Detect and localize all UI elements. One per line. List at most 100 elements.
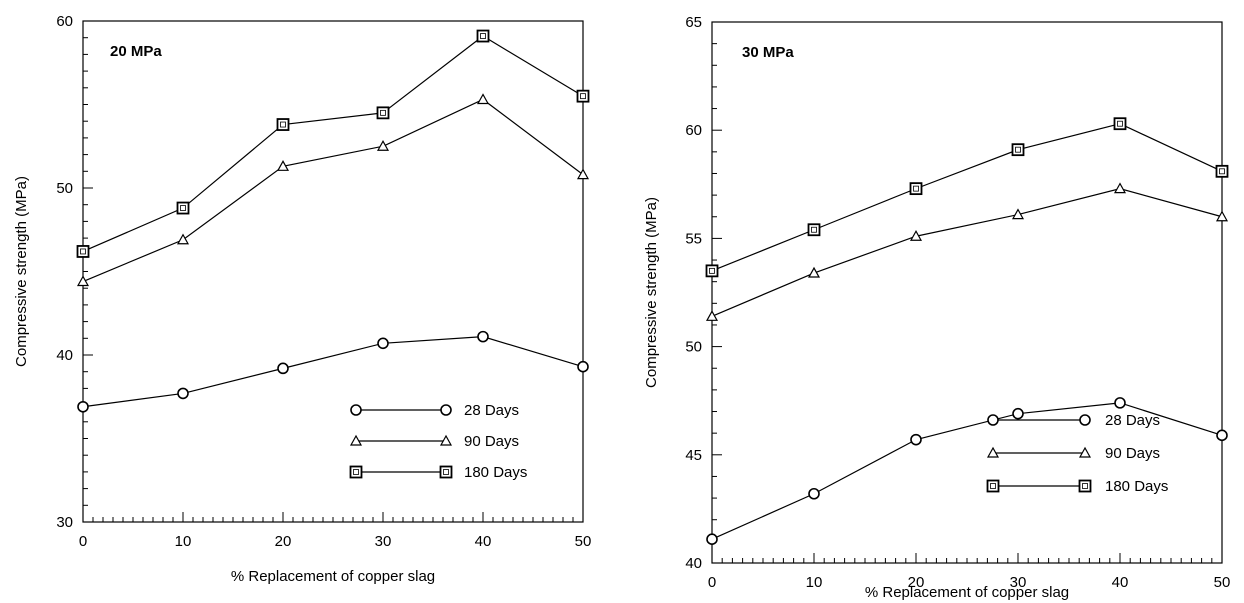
data-point-inner [580,93,586,100]
legend-entry: 28 Days [350,402,519,419]
data-point [76,245,90,258]
data-point [476,93,490,105]
data-point [477,330,489,343]
data-point [77,400,89,413]
data-point [276,160,290,171]
data-point [276,118,290,131]
data-point-inner [380,109,386,116]
data-point [176,233,190,245]
x-axis-title: % Replacement of copper slag [865,584,1069,601]
data-point-inner [480,33,486,39]
data-point [1215,164,1229,178]
y-axis-title: Compressive strength (MPa) [643,197,660,388]
x-tick-label: 20 [908,574,925,591]
data-point [177,387,189,400]
legend-marker-inner [353,469,359,475]
series-line [82,336,584,408]
legend-marker-inner [443,469,449,475]
legend-marker [1079,414,1091,426]
data-point [376,106,390,120]
chart-panel-2: 0 10 20 30 40 50 40 45 50 55 60 65 % Replacement of … [643,14,1230,601]
data-point [277,362,289,375]
data-point [808,487,820,500]
data-point-inner [1015,146,1021,153]
data-point [1114,397,1126,409]
x-tick-label: 30 [375,533,392,550]
x-tick-label: 10 [175,533,192,550]
legend-entry: 180 Days [986,478,1168,495]
data-point-inner [913,185,919,192]
data-point [377,337,389,350]
legend-marker [349,465,363,479]
legend-marker-inner [1082,483,1088,489]
series-28-days [77,330,589,413]
panel-label: 20 MPa [110,43,162,60]
series-line [711,402,1223,540]
data-point [376,140,390,151]
data-point [910,433,922,446]
data-point-inner [1219,168,1225,175]
legend-marker-inner [990,483,996,489]
data-point [909,230,923,241]
legend-marker [439,465,453,479]
x-tick-label: 20 [275,533,292,550]
y-tick-label: 45 [685,447,702,464]
data-point [807,266,821,278]
data-point-inner [811,226,817,233]
x-tick-label: 50 [575,533,592,550]
x-tick-label: 10 [806,574,823,591]
y-tick-label: 55 [685,230,702,247]
legend-label: 28 Days [464,402,519,419]
series-90-days [705,182,1229,321]
legend-marker [987,414,999,426]
legend-entry: 180 Days [349,464,527,481]
legend-marker [986,479,1000,493]
x-tick-label: 0 [79,533,87,550]
data-point [1216,429,1228,442]
data-point [576,89,590,103]
series-line [711,123,1223,272]
x-tick-label: 40 [1112,574,1129,591]
data-point [1215,210,1229,222]
y-tick-label: 50 [685,339,702,356]
series-line [82,35,584,253]
chart-panel-1: 0 10 20 30 40 50 30 40 50 60 % Replacement of copp… [13,13,591,585]
series-180-days [705,117,1229,278]
series-90-days [76,93,590,287]
x-tick-label: 40 [475,533,492,550]
data-point-inner [80,248,86,255]
series-line [82,98,584,283]
y-axis-title: Compressive strength (MPa) [13,176,30,367]
y-tick-label: 60 [685,122,702,139]
data-point [705,310,719,321]
legend-marker [986,446,1000,458]
y-tick-label: 40 [56,347,73,364]
data-point [476,29,490,43]
data-point [1011,208,1025,220]
data-point [576,168,590,180]
series-28-days [706,397,1228,545]
legend-label: 28 Days [1105,412,1160,429]
legend-marker [349,434,363,446]
data-point-inner [709,267,715,274]
data-point [909,182,923,196]
legend-label: 90 Days [464,433,519,450]
legend-entry: 28 Days [987,412,1160,429]
legend-label: 180 Days [1105,478,1168,495]
data-point [705,264,719,278]
data-point [1113,117,1127,131]
y-tick-label: 50 [56,180,73,197]
legend-entry: 90 Days [349,433,519,450]
y-tick-label: 30 [56,514,73,531]
y-tick-label: 65 [685,14,702,31]
legend-entry: 90 Days [986,445,1160,462]
data-point [706,533,718,545]
y-tick-label: 60 [56,13,73,30]
data-point-inner [280,121,286,128]
data-point [1012,407,1024,420]
legend-marker [440,404,452,416]
legend-marker [439,434,453,446]
x-axis-title: % Replacement of copper slag [231,568,435,585]
